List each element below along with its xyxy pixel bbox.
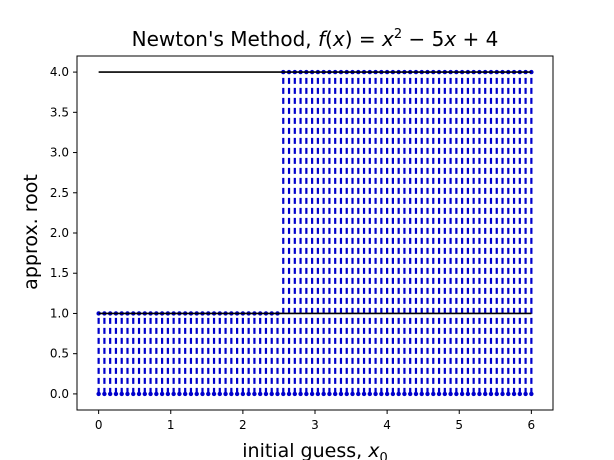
data-point <box>165 391 171 397</box>
data-point <box>96 391 101 397</box>
y-tick-label: 3.5 <box>50 105 69 119</box>
data-point <box>500 391 505 397</box>
data-point <box>327 391 332 397</box>
y-tick-label: 4.0 <box>50 65 69 79</box>
data-point <box>188 391 194 397</box>
data-point <box>154 391 159 397</box>
data-point <box>257 391 263 397</box>
data-point <box>286 391 292 397</box>
data-point <box>315 391 321 397</box>
data-point <box>263 391 269 397</box>
data-point <box>309 391 315 397</box>
data-point <box>506 391 511 397</box>
data-point <box>229 391 234 397</box>
data-point <box>275 391 280 397</box>
data-point <box>246 391 251 397</box>
data-point <box>523 391 528 397</box>
data-point <box>177 391 182 397</box>
data-point <box>332 391 338 397</box>
y-tick-label: 0.0 <box>50 387 69 401</box>
y-tick-label: 0.5 <box>50 347 69 361</box>
data-point <box>459 391 465 397</box>
x-tick-label: 0 <box>95 418 103 432</box>
data-point <box>431 391 436 397</box>
y-tick-label: 1.5 <box>50 266 69 280</box>
data-point <box>206 391 211 397</box>
x-tick-label: 2 <box>239 418 247 432</box>
data-point <box>269 391 274 397</box>
data-point <box>107 391 113 397</box>
data-point <box>350 391 355 397</box>
axes: 0 1 2 3 4 5 6 0.0 0.5 1.0 1.5 2.0 2.5 3.0 3.5 4.0 <box>50 55 554 432</box>
data-point <box>402 391 407 397</box>
data-point <box>477 391 482 397</box>
data-point <box>367 391 373 397</box>
x-axis-label: initial guess, x0 <box>242 440 388 460</box>
data-point <box>131 391 136 397</box>
data-point <box>125 391 130 397</box>
data-point <box>136 391 142 397</box>
data-point <box>384 391 390 397</box>
data-point <box>356 391 361 397</box>
data-point <box>171 391 176 397</box>
y-tick-label: 2.0 <box>50 226 69 240</box>
x-tick-label: 5 <box>455 418 463 432</box>
data-point <box>234 391 240 397</box>
y-tick-label: 1.0 <box>50 306 69 320</box>
data-point <box>102 391 107 397</box>
x-tick-label: 6 <box>528 418 536 432</box>
data-point <box>223 391 228 397</box>
data-point <box>442 391 448 397</box>
data-point <box>113 391 119 397</box>
y-tick-label: 3.0 <box>50 146 69 160</box>
data-point <box>419 391 424 397</box>
data-point <box>211 391 217 397</box>
data-point <box>413 391 419 397</box>
data-point <box>465 391 471 397</box>
data-point <box>396 391 401 397</box>
y-tick-label: 2.5 <box>50 186 69 200</box>
series-0 <box>96 69 534 397</box>
data-point <box>517 391 523 397</box>
data-point <box>436 391 442 397</box>
data-point <box>425 391 430 397</box>
data-point <box>200 391 205 397</box>
data-point <box>344 391 349 397</box>
data-point <box>471 391 476 397</box>
data-point <box>511 391 517 397</box>
data-point <box>379 391 384 397</box>
data-point <box>148 391 153 397</box>
x-tick-label: 4 <box>383 418 391 432</box>
data-point <box>142 391 147 397</box>
data-point <box>373 391 378 397</box>
data-point <box>252 391 257 397</box>
chart-title: Newton's Method, f(x) = x2 − 5x + 4 <box>132 27 499 51</box>
x-tick-label: 1 <box>167 418 175 432</box>
y-axis-label: approx. root <box>20 174 42 290</box>
data-point <box>240 391 246 397</box>
data-point <box>292 391 298 397</box>
data-point <box>408 391 413 397</box>
data-point <box>281 391 286 397</box>
data-point <box>454 391 459 397</box>
data-point <box>390 391 396 397</box>
plot-area <box>96 69 534 397</box>
data-point <box>529 391 534 397</box>
data-point <box>483 391 488 397</box>
data-point <box>321 391 326 397</box>
data-point <box>217 391 222 397</box>
data-point <box>304 391 309 397</box>
data-point <box>182 391 188 397</box>
data-point <box>338 391 344 397</box>
data-point <box>194 391 199 397</box>
data-point <box>361 391 367 397</box>
data-point <box>448 391 453 397</box>
data-point <box>119 391 124 397</box>
data-point <box>488 391 494 397</box>
data-point <box>159 391 165 397</box>
x-tick-label: 3 <box>311 418 319 432</box>
data-point <box>298 391 303 397</box>
data-point <box>494 391 499 397</box>
